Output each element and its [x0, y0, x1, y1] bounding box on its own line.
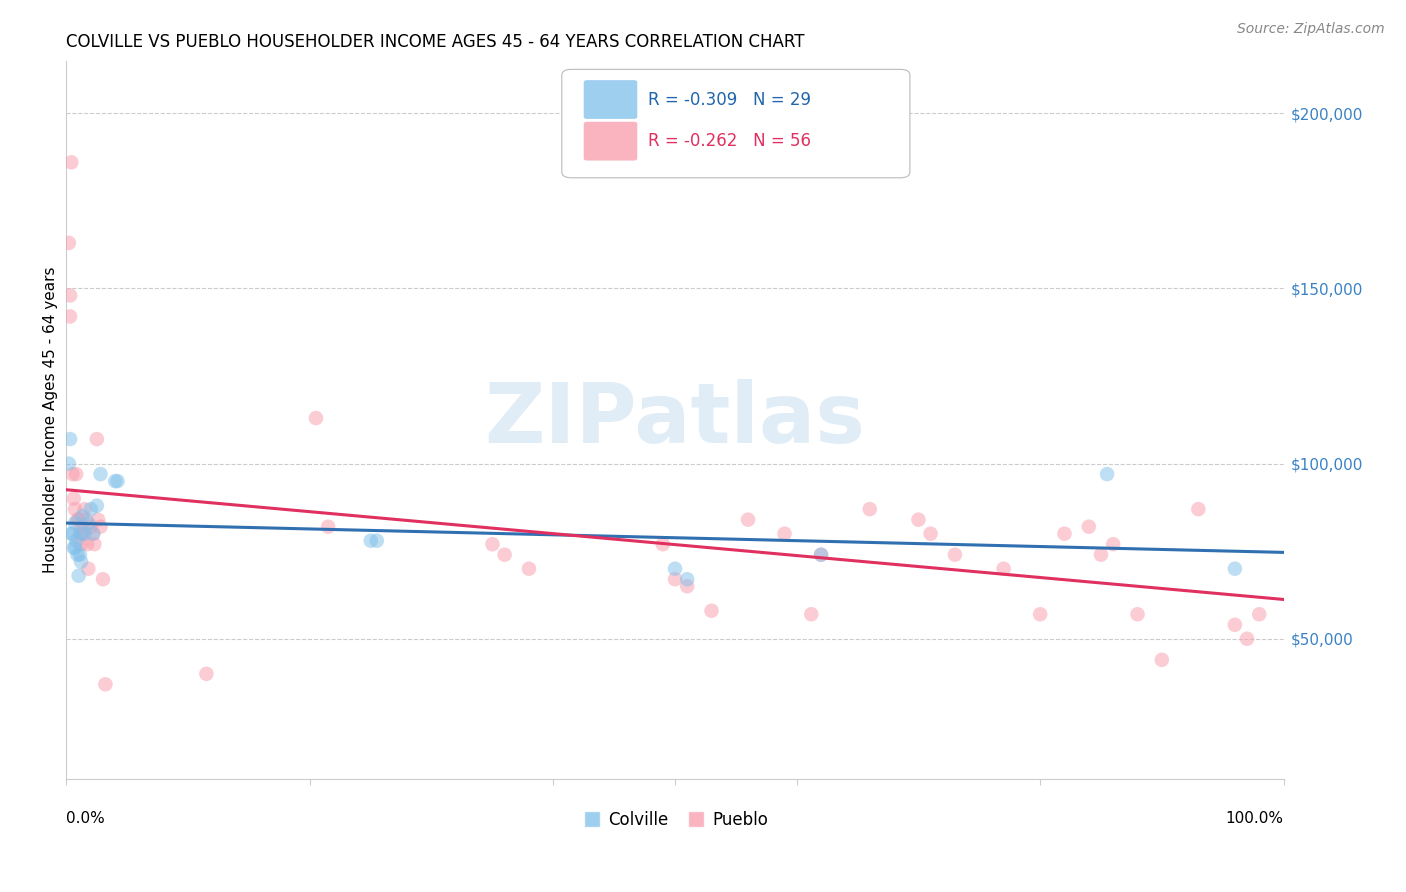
Point: [75, 513, 97, 527]
Point: [1126, 607, 1149, 622]
Point: [517, 562, 540, 576]
Point: [360, 533, 382, 548]
Point: [86, 499, 108, 513]
Point: [62, 526, 84, 541]
Point: [651, 537, 673, 551]
Point: [907, 513, 929, 527]
Point: [1053, 526, 1076, 541]
Point: [664, 562, 686, 576]
Point: [664, 572, 686, 586]
Point: [60, 155, 83, 169]
Point: [69, 526, 91, 541]
FancyBboxPatch shape: [562, 70, 910, 178]
Point: [80, 519, 103, 533]
Point: [69, 548, 91, 562]
Point: [1095, 467, 1118, 482]
Point: [77, 516, 100, 531]
Point: [58, 235, 80, 250]
Point: [60, 526, 83, 541]
Point: [1236, 632, 1258, 646]
Point: [91, 572, 114, 586]
Point: [65, 467, 87, 482]
Legend: Colville, Pueblo: Colville, Pueblo: [575, 804, 775, 835]
Point: [77, 562, 100, 576]
Point: [73, 502, 96, 516]
Point: [72, 519, 94, 533]
Point: [195, 666, 218, 681]
Point: [1090, 548, 1112, 562]
FancyBboxPatch shape: [583, 122, 637, 161]
Point: [63, 502, 86, 516]
Point: [800, 607, 823, 622]
Point: [62, 467, 84, 482]
Point: [1249, 607, 1271, 622]
Point: [72, 526, 94, 541]
Text: 0.0%: 0.0%: [66, 811, 105, 826]
Point: [70, 537, 93, 551]
Point: [76, 537, 98, 551]
Point: [94, 677, 117, 691]
Point: [73, 526, 96, 541]
Point: [63, 541, 86, 555]
Point: [66, 513, 89, 527]
Point: [773, 526, 796, 541]
Point: [859, 502, 882, 516]
Point: [80, 502, 103, 516]
Text: COLVILLE VS PUEBLO HOUSEHOLDER INCOME AGES 45 - 64 YEARS CORRELATION CHART: COLVILLE VS PUEBLO HOUSEHOLDER INCOME AG…: [66, 33, 806, 51]
FancyBboxPatch shape: [583, 80, 637, 119]
Point: [737, 513, 759, 527]
Point: [59, 310, 82, 324]
Point: [83, 537, 105, 551]
Point: [65, 533, 87, 548]
Point: [66, 548, 89, 562]
Point: [1223, 562, 1246, 576]
Point: [70, 555, 93, 569]
Point: [676, 579, 699, 593]
Point: [943, 548, 966, 562]
Text: 100.0%: 100.0%: [1226, 811, 1284, 826]
Text: R = -0.309   N = 29: R = -0.309 N = 29: [648, 90, 811, 109]
Point: [82, 526, 104, 541]
Point: [494, 548, 516, 562]
Point: [305, 411, 328, 425]
Point: [90, 519, 112, 533]
Point: [1029, 607, 1052, 622]
Point: [82, 526, 104, 541]
Point: [87, 513, 110, 527]
Point: [676, 572, 699, 586]
Point: [72, 509, 94, 524]
Point: [920, 526, 942, 541]
Point: [86, 432, 108, 446]
Point: [63, 516, 86, 531]
Point: [62, 491, 84, 506]
Point: [1187, 502, 1209, 516]
Point: [700, 604, 723, 618]
Text: ZIPatlas: ZIPatlas: [485, 379, 866, 460]
Point: [62, 541, 84, 555]
Point: [59, 288, 82, 302]
Point: [70, 526, 93, 541]
Point: [1223, 617, 1246, 632]
Point: [107, 474, 129, 488]
Point: [58, 457, 80, 471]
Point: [1077, 519, 1099, 533]
Point: [90, 467, 112, 482]
Point: [366, 533, 388, 548]
Point: [810, 548, 832, 562]
Point: [1102, 537, 1125, 551]
Point: [993, 562, 1015, 576]
Point: [481, 537, 503, 551]
Text: Source: ZipAtlas.com: Source: ZipAtlas.com: [1237, 22, 1385, 37]
Point: [59, 432, 82, 446]
Point: [67, 513, 90, 527]
Point: [316, 519, 339, 533]
Y-axis label: Householder Income Ages 45 - 64 years: Householder Income Ages 45 - 64 years: [44, 267, 58, 573]
Point: [104, 474, 127, 488]
Point: [67, 568, 90, 582]
Text: R = -0.262   N = 56: R = -0.262 N = 56: [648, 132, 811, 150]
Point: [810, 548, 832, 562]
Point: [1150, 653, 1173, 667]
